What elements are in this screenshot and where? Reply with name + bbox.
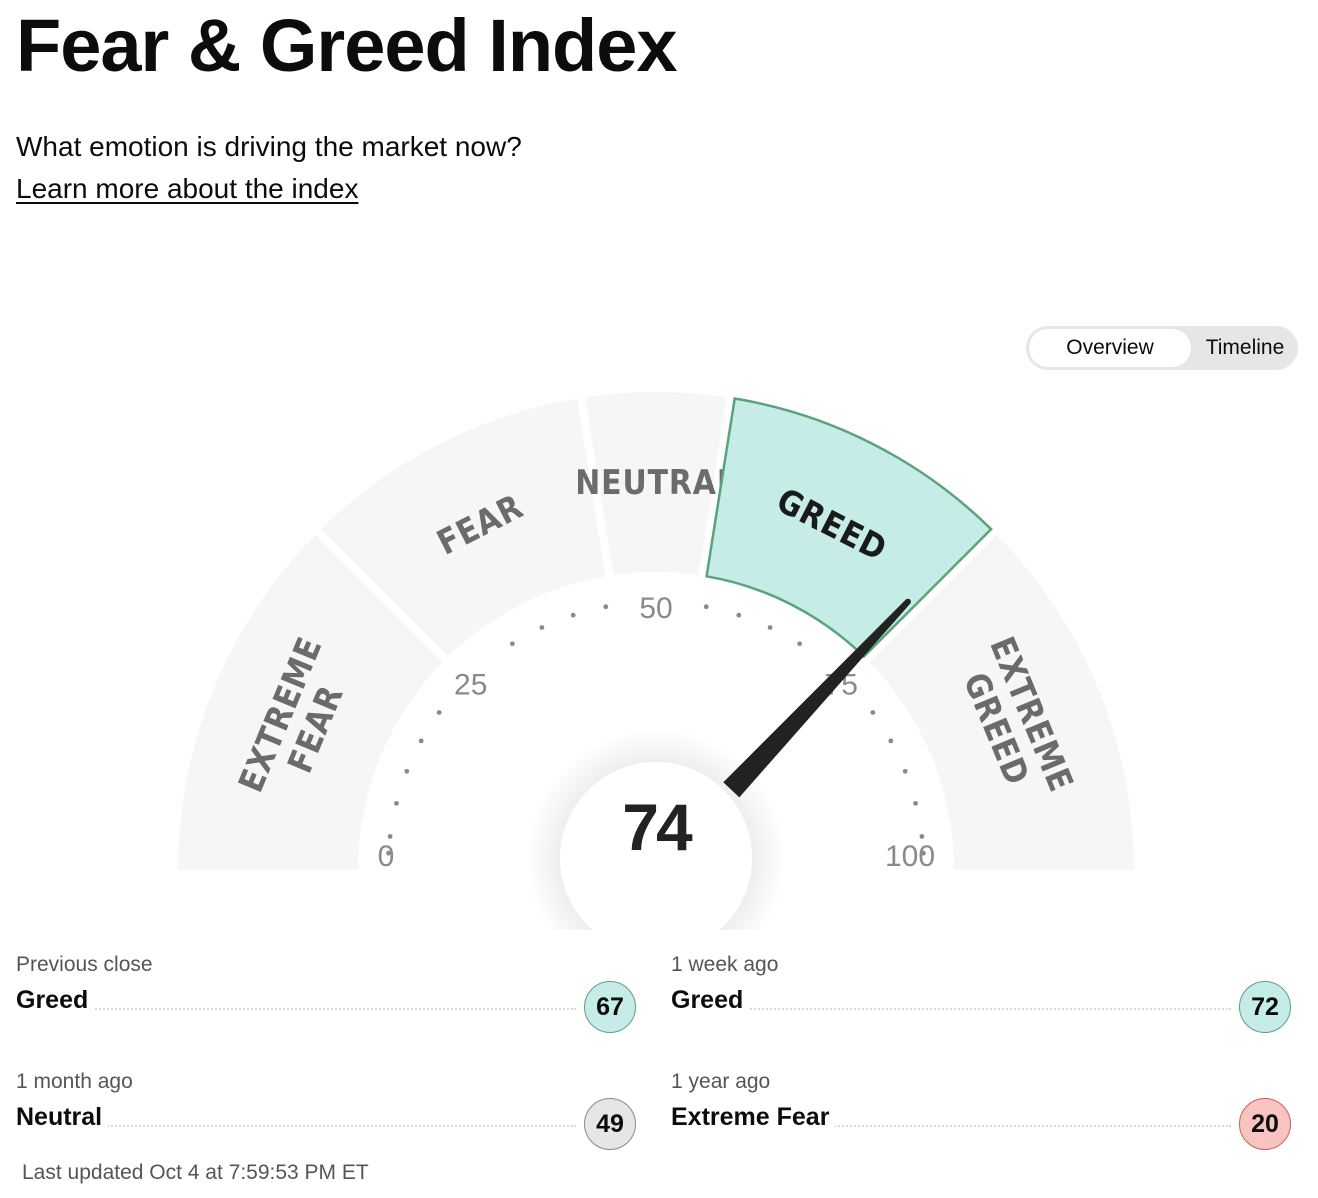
history-1-month-ago: 1 month ago Neutral 49	[16, 1070, 636, 1150]
tick-dot	[404, 768, 410, 774]
hub	[560, 762, 752, 930]
zone-greed	[705, 397, 993, 659]
history-label: 1 week ago	[671, 953, 779, 976]
zone-extreme-fear	[178, 534, 443, 870]
tick-dot	[436, 710, 442, 715]
needle-tip	[904, 598, 911, 605]
history-1-year-ago: 1 year ago Extreme Fear 20	[671, 1070, 1291, 1150]
tick-dot	[921, 850, 926, 856]
tick-dot	[913, 800, 918, 806]
history-rating: Extreme Fear	[671, 1102, 836, 1132]
page-subtitle: What emotion is driving the market now?	[16, 131, 522, 162]
tick-dot	[888, 738, 894, 744]
history-label: 1 month ago	[16, 1070, 133, 1093]
tick-dot	[387, 834, 393, 839]
tick-dot	[509, 641, 515, 647]
tick-label-25: 25	[454, 669, 487, 702]
tick-dot	[797, 641, 803, 647]
history-label: Previous close	[16, 953, 153, 976]
history-score-badge: 20	[1239, 1098, 1291, 1150]
tick-dot	[870, 710, 876, 715]
tick-label-0: 0	[378, 840, 395, 873]
tick-dot	[736, 612, 742, 618]
dotted-leader	[671, 1008, 1231, 1010]
history-score-badge: 72	[1239, 981, 1291, 1033]
tick-dot	[902, 768, 908, 774]
tick-label-50: 50	[639, 592, 672, 625]
zone-label-neutral: NEUTRAL	[575, 462, 737, 502]
tick-dot	[919, 834, 925, 839]
learn-more-link[interactable]: Learn more about the index	[16, 173, 359, 204]
gauge-value: 74	[622, 790, 693, 864]
tick-dot	[603, 604, 609, 610]
history-score-badge: 49	[584, 1098, 636, 1150]
gauge-needle	[723, 599, 911, 798]
view-toggle: Overview Timeline	[1026, 326, 1298, 370]
history-rating: Greed	[671, 985, 750, 1015]
history-rating: Greed	[16, 985, 95, 1015]
history-previous-close: Previous close Greed 67	[16, 953, 636, 1033]
tab-overview[interactable]: Overview	[1029, 329, 1191, 367]
tick-dot	[539, 625, 545, 630]
tick-dot	[570, 612, 576, 618]
zone-fear	[320, 398, 606, 657]
tab-timeline[interactable]: Timeline	[1205, 336, 1285, 359]
dotted-leader	[671, 1125, 1231, 1127]
history-1-week-ago: 1 week ago Greed 72	[671, 953, 1291, 1033]
tick-label-100: 100	[885, 840, 935, 873]
tick-dot	[386, 850, 391, 856]
history-score-badge: 67	[584, 981, 636, 1033]
tick-dot	[418, 738, 424, 744]
page-title: Fear & Greed Index	[16, 4, 678, 87]
dotted-leader	[16, 1008, 576, 1010]
tick-dot	[767, 625, 773, 630]
history-rating: Neutral	[16, 1102, 109, 1132]
zone-neutral	[585, 391, 727, 576]
tick-dot	[394, 800, 399, 806]
history-label: 1 year ago	[671, 1070, 771, 1093]
dotted-leader	[16, 1125, 576, 1127]
last-updated-timestamp: Last updated Oct 4 at 7:59:53 PM ET	[22, 1161, 369, 1184]
zone-extreme-greed	[869, 534, 1134, 870]
tick-dot	[703, 604, 709, 610]
